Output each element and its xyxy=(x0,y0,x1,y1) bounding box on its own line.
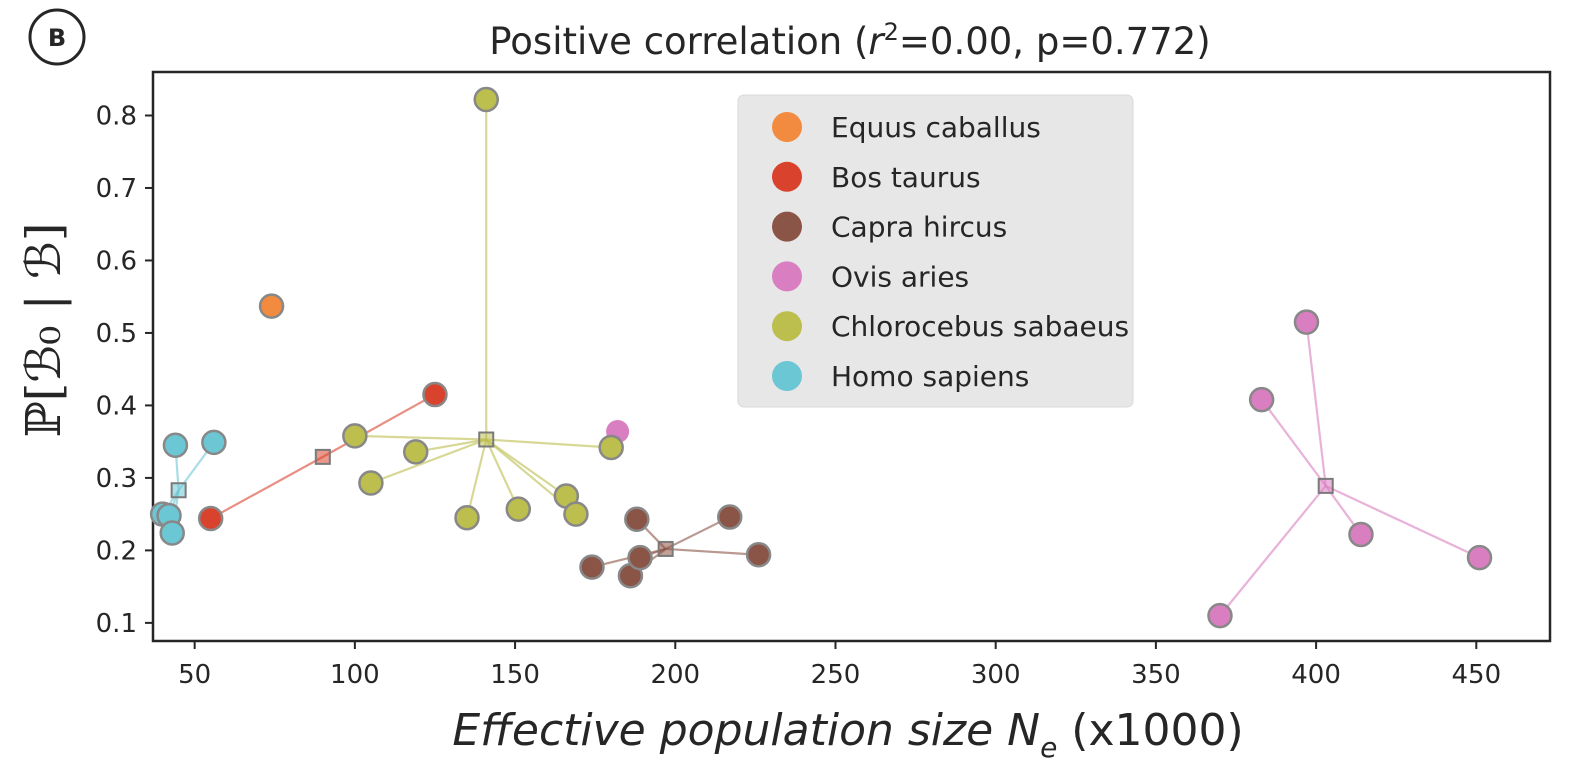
centroid-bos-taurus xyxy=(314,448,331,465)
legend-box xyxy=(737,94,1134,408)
x-tick-label: 250 xyxy=(811,660,861,690)
point-equus-caballus xyxy=(258,293,285,319)
chart-title-r-exponent: 2 xyxy=(884,18,899,46)
y-tick-label: 0.7 xyxy=(96,174,137,204)
legend-label: Bos taurus xyxy=(831,161,981,194)
centroid-capra-hircus xyxy=(657,540,674,557)
connector-chlorocebus-sabaeus xyxy=(486,438,612,449)
legend-marker xyxy=(772,211,802,242)
point-ovis-aries xyxy=(1293,309,1320,335)
chart-title: Positive correlation (r2=0.00, p=0.772) xyxy=(489,18,1210,63)
point-homo-sapiens xyxy=(162,432,189,459)
y-tick-label: 0.4 xyxy=(96,391,137,421)
point-ovis-aries xyxy=(1466,544,1493,571)
point-chlorocebus-sabaeus xyxy=(563,501,589,527)
y-tick-label: 0.2 xyxy=(96,536,137,566)
connector-chlorocebus-sabaeus xyxy=(485,439,520,510)
x-tick-label: 450 xyxy=(1451,660,1501,690)
x-tick-label: 50 xyxy=(178,660,211,690)
point-chlorocebus-sabaeus xyxy=(473,86,499,113)
x-tick-label: 150 xyxy=(490,660,540,690)
point-bos-taurus xyxy=(197,505,224,532)
centroid-chlorocebus-sabaeus xyxy=(478,431,495,448)
panel-label: B xyxy=(48,24,66,52)
legend-label: Chlorocebus sabaeus xyxy=(831,310,1129,343)
point-capra-hircus xyxy=(745,541,772,568)
legend: Equus caballus Bos taurus Capra hircus Ovis… xyxy=(737,94,1134,408)
connector-bos-taurus xyxy=(322,393,436,458)
point-homo-sapiens xyxy=(159,520,185,546)
x-tick-label: 400 xyxy=(1291,660,1341,690)
point-capra-hircus xyxy=(624,506,650,532)
legend-marker xyxy=(772,361,802,391)
point-chlorocebus-sabaeus xyxy=(505,496,532,522)
x-tick-label: 100 xyxy=(330,660,380,690)
y-tick-label: 0.8 xyxy=(96,101,137,131)
y-tick-label: 0.6 xyxy=(96,246,137,276)
chart-title-suffix: =0.00, p=0.772) xyxy=(899,20,1211,63)
connector-chlorocebus-sabaeus xyxy=(465,439,488,519)
point-bos-taurus xyxy=(422,381,448,408)
centroid-markers xyxy=(170,431,1334,557)
connector-ovis-aries xyxy=(1305,321,1327,487)
connector-bos-taurus xyxy=(210,455,324,520)
data-points xyxy=(149,86,1493,629)
connector-ovis-aries xyxy=(1219,485,1327,617)
connector-ovis-aries xyxy=(1260,398,1327,487)
point-ovis-aries xyxy=(1207,602,1233,629)
point-ovis-aries xyxy=(1348,521,1374,548)
point-chlorocebus-sabaeus xyxy=(358,470,384,496)
legend-marker xyxy=(772,112,802,142)
point-chlorocebus-sabaeus xyxy=(342,423,368,449)
legend-label: Capra hircus xyxy=(831,211,1007,244)
connector-chlorocebus-sabaeus xyxy=(354,434,487,441)
legend-marker xyxy=(772,161,802,192)
x-tick-label: 350 xyxy=(1131,660,1181,690)
point-ovis-aries xyxy=(1248,386,1275,413)
point-chlorocebus-sabaeus xyxy=(402,439,429,465)
y-axis: 0.1 0.2 0.3 0.4 0.5 0.6 0.7 0.8 xyxy=(96,101,153,639)
y-tick-label: 0.3 xyxy=(96,464,137,494)
x-axis-label-main: Effective population size N xyxy=(452,705,1040,756)
x-tick-label: 300 xyxy=(971,660,1021,690)
y-tick-label: 0.5 xyxy=(96,319,137,349)
point-chlorocebus-sabaeus xyxy=(598,434,624,461)
connector-chlorocebus-sabaeus xyxy=(370,438,487,485)
connector-ovis-aries xyxy=(1325,484,1480,559)
y-tick-label: 0.1 xyxy=(96,609,137,639)
connector-capra-hircus xyxy=(665,547,759,556)
centroid-ovis-aries xyxy=(1317,477,1334,494)
chart-title-prefix: Positive correlation ( xyxy=(489,20,868,63)
point-capra-hircus xyxy=(627,544,653,571)
legend-label: Homo sapiens xyxy=(831,360,1029,393)
legend-marker xyxy=(772,311,802,342)
point-capra-hircus xyxy=(716,504,743,530)
x-axis-label: Effective population size Ne (x1000) xyxy=(452,705,1243,764)
panel-badge: B xyxy=(28,8,86,66)
centroid-homo-sapiens xyxy=(170,482,187,499)
y-axis-label: ℙ[ℬ₀ | ℬ] xyxy=(16,223,72,438)
chart-title-r: r xyxy=(868,20,886,63)
x-axis-label-suffix: (x1000) xyxy=(1057,705,1243,756)
x-axis: 50 100 150 200 250 300 350 400 450 xyxy=(178,641,1501,690)
legend-label: Ovis aries xyxy=(831,260,969,293)
connector-chlorocebus-sabaeus xyxy=(485,438,567,497)
x-axis-label-subscript: e xyxy=(1040,731,1057,764)
point-chlorocebus-sabaeus xyxy=(454,505,480,531)
point-capra-hircus xyxy=(579,554,605,580)
legend-marker xyxy=(772,261,802,292)
point-homo-sapiens xyxy=(201,429,227,456)
x-tick-label: 200 xyxy=(650,660,700,690)
legend-label: Equus caballus xyxy=(831,111,1041,144)
